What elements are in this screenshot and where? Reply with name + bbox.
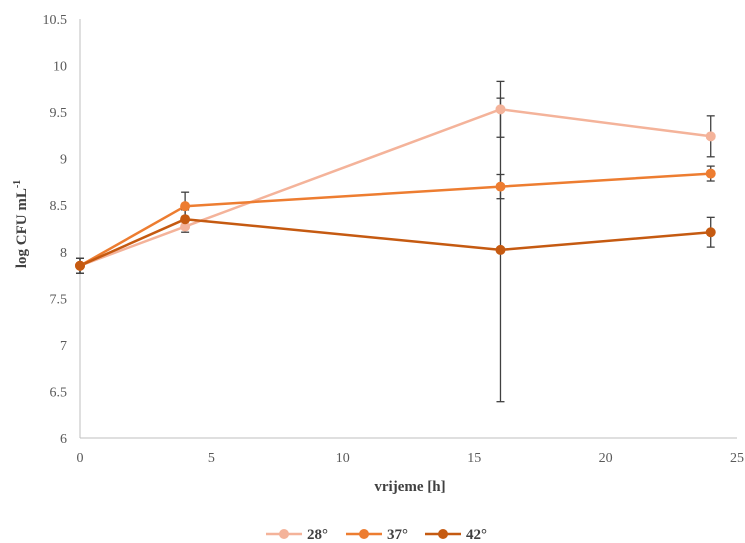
x-axis-title: vrijeme [h]	[374, 479, 445, 495]
series-line-3	[79, 217, 711, 267]
legend-marker	[438, 529, 448, 539]
legend-item-3: 42°	[425, 527, 487, 543]
series-line-2	[79, 172, 711, 267]
y-tick-label: 10	[53, 60, 67, 75]
data-point-series-1	[705, 131, 716, 142]
axes	[79, 19, 737, 439]
x-tick-labels: 0 5 10 15 20 25	[77, 451, 745, 466]
y-tick-label: 9	[60, 153, 67, 168]
y-tick-labels: 6 6.5 7 7.5 8 8.5 9 9.5 10 10.5	[43, 13, 68, 447]
legend: 28° 37° 42°	[266, 527, 487, 543]
y-tick-label: 6.5	[50, 385, 68, 400]
x-tick-label: 15	[467, 451, 481, 466]
legend-item-1: 28°	[266, 527, 328, 543]
y-axis-title-main: log CFU mL	[14, 188, 30, 268]
legend-marker	[359, 529, 369, 539]
x-tick-label: 10	[336, 451, 350, 466]
data-point-series-2	[180, 201, 191, 212]
data-point-series-3	[180, 214, 191, 225]
y-tick-label: 7	[60, 339, 67, 354]
y-tick-label: 8	[60, 246, 67, 261]
y-tick-label: 10.5	[43, 13, 68, 28]
x-tick-label: 0	[77, 451, 84, 466]
x-tick-label: 20	[599, 451, 613, 466]
data-point-series-3	[705, 227, 716, 238]
data-point-series-1	[495, 104, 506, 115]
y-tick-label: 7.5	[50, 292, 68, 307]
svg-text:log CFU mL-1: log CFU mL-1	[12, 180, 30, 268]
error-bars	[76, 80, 715, 403]
series-lines	[79, 108, 711, 267]
y-tick-label: 8.5	[50, 199, 68, 214]
data-markers	[75, 104, 716, 271]
data-point-series-2	[705, 168, 716, 179]
legend-label: 28°	[307, 527, 328, 543]
data-point-series-3	[495, 244, 506, 255]
legend-item-2: 37°	[346, 527, 408, 543]
x-tick-label: 5	[208, 451, 215, 466]
data-point-series-2	[495, 181, 506, 192]
y-axis-title: log CFU mL-1	[12, 180, 30, 268]
series-line-1	[79, 108, 711, 267]
x-tick-label: 25	[730, 451, 744, 466]
legend-label: 42°	[466, 527, 487, 543]
data-point-series-1	[180, 221, 191, 232]
data-point-series-3	[75, 260, 85, 271]
legend-label: 37°	[387, 527, 408, 543]
y-tick-label: 6	[60, 432, 67, 447]
y-axis-title-superscript: -1	[12, 180, 23, 188]
y-tick-label: 9.5	[50, 106, 68, 121]
legend-marker	[279, 529, 289, 539]
